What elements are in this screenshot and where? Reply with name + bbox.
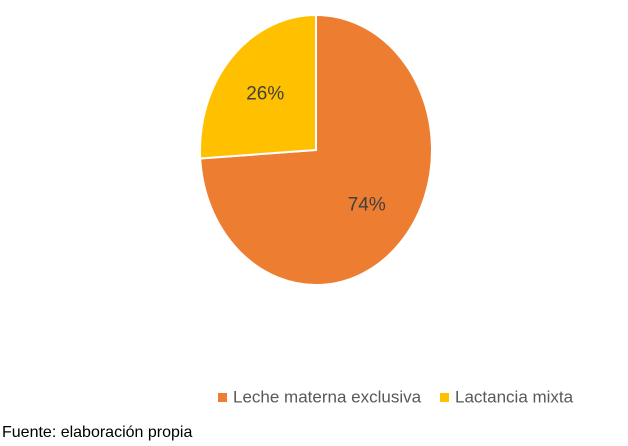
value-label: 26% bbox=[246, 84, 284, 105]
legend-swatch bbox=[440, 393, 449, 402]
legend-label: Leche materna exclusiva bbox=[233, 387, 422, 406]
pie-slice bbox=[199, 13, 317, 160]
value-label: 74% bbox=[348, 194, 386, 215]
legend-swatch bbox=[218, 393, 227, 402]
source-note: Fuente: elaboración propia bbox=[2, 424, 192, 441]
legend-label: Lactancia mixta bbox=[455, 387, 574, 406]
